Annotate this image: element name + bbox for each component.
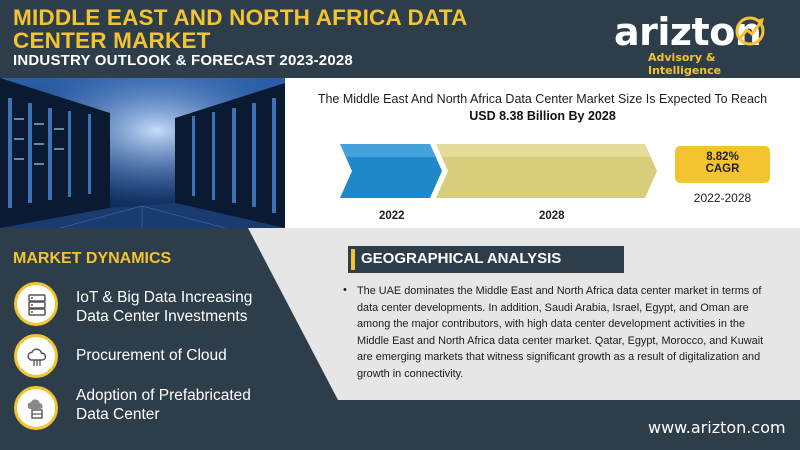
cagr-value: 8.82% bbox=[706, 151, 739, 163]
geo-accent-bar: GEOGRAPHICAL ANALYSIS bbox=[351, 249, 621, 270]
cloud-icon bbox=[27, 348, 47, 366]
title-line-2: CENTER MARKET bbox=[13, 28, 211, 53]
title-line-1: MIDDLE EAST AND NORTH AFRICA DATA bbox=[13, 5, 468, 30]
dynamics-line: Data Center bbox=[76, 406, 160, 423]
dynamics-line: Data Center Investments bbox=[76, 308, 248, 325]
server-icon bbox=[28, 294, 46, 316]
page-title: MIDDLE EAST AND NORTH AFRICA DATA CENTER… bbox=[13, 6, 467, 52]
dynamics-line: Adoption of Prefabricated bbox=[76, 387, 251, 404]
dynamics-item-prefab: Adoption of Prefabricated Data Center bbox=[14, 386, 284, 436]
website-text[interactable]: www.arizton.com bbox=[648, 418, 786, 437]
cagr-label: CAGR bbox=[705, 163, 740, 175]
dynamics-item-cloud: Procurement of Cloud bbox=[14, 334, 284, 384]
market-headline: The Middle East And North Africa Data Ce… bbox=[317, 92, 768, 106]
geographical-analysis-text: The UAE dominates the Middle East and No… bbox=[357, 285, 764, 380]
cagr-badge: 8.82% CAGR bbox=[675, 146, 770, 183]
data-center-photo bbox=[0, 78, 285, 228]
growth-arrows bbox=[340, 144, 657, 198]
logo-tagline: Advisory & Intelligence bbox=[648, 51, 722, 77]
dynamics-item-label: Adoption of Prefabricated Data Center bbox=[76, 386, 251, 424]
dynamics-item-iot: IoT & Big Data Increasing Data Center In… bbox=[14, 282, 284, 332]
bullet-point: • bbox=[343, 284, 347, 296]
dynamics-icon-circle bbox=[14, 334, 58, 378]
market-size-panel: The Middle East And North Africa Data Ce… bbox=[285, 78, 800, 228]
dynamics-icon-circle bbox=[14, 386, 58, 430]
dynamics-item-label: IoT & Big Data Increasing Data Center In… bbox=[76, 288, 252, 326]
dynamics-line: IoT & Big Data Increasing bbox=[76, 289, 253, 306]
dynamics-icon-circle bbox=[14, 282, 58, 326]
arizton-logo: arizton Advisory & Intelligence bbox=[614, 10, 784, 77]
server-racks-image bbox=[0, 78, 285, 228]
bar-2028 bbox=[436, 144, 657, 198]
market-dynamics-title: MARKET DYNAMICS bbox=[13, 250, 172, 267]
geographical-analysis-header: GEOGRAPHICAL ANALYSIS bbox=[348, 246, 624, 273]
geographical-analysis-title: GEOGRAPHICAL ANALYSIS bbox=[361, 250, 562, 267]
dynamics-item-label: Procurement of Cloud bbox=[76, 347, 227, 364]
website-url[interactable]: www.arizton.com bbox=[648, 418, 786, 437]
bar-2022 bbox=[340, 144, 442, 198]
cloud-box-icon bbox=[27, 399, 43, 419]
market-value: USD 8.38 Billion By 2028 bbox=[469, 109, 616, 123]
year-start-label: 2022 bbox=[379, 210, 405, 222]
year-end-label: 2028 bbox=[539, 210, 565, 222]
logo-chart-icon bbox=[735, 16, 765, 46]
header: MIDDLE EAST AND NORTH AFRICA DATA CENTER… bbox=[0, 0, 800, 78]
page-subtitle: INDUSTRY OUTLOOK & FORECAST 2023-2028 bbox=[13, 52, 353, 69]
forecast-period: 2022-2028 bbox=[693, 191, 752, 205]
